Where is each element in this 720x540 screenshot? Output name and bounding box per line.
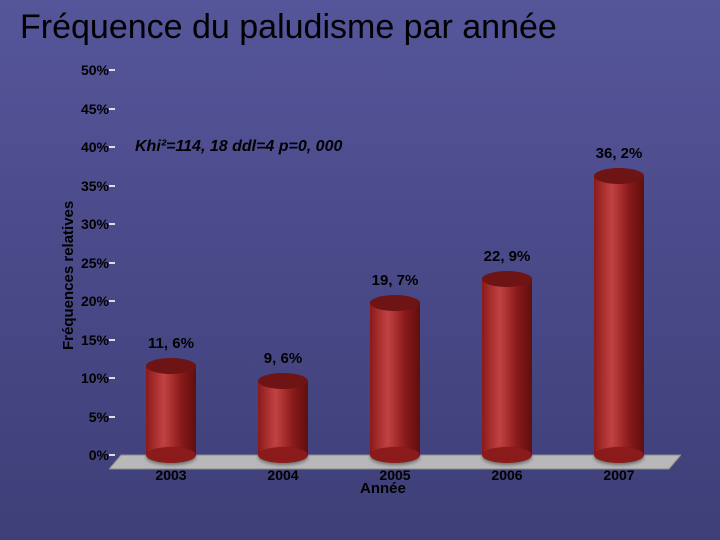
bar-base (258, 447, 308, 463)
bar-base (482, 447, 532, 463)
y-tick-label: 25% (81, 255, 109, 271)
y-tick-mark (109, 454, 115, 456)
y-tick-label: 5% (89, 409, 109, 425)
y-tick-label: 30% (81, 216, 109, 232)
y-tick-label: 0% (89, 447, 109, 463)
slide-title: Fréquence du paludisme par année (20, 8, 700, 47)
bar-body (370, 303, 420, 455)
bar-base (370, 447, 420, 463)
y-tick-mark (109, 185, 115, 187)
y-tick-mark (109, 223, 115, 225)
bar-value-label: 19, 7% (372, 272, 419, 289)
y-tick-label: 50% (81, 62, 109, 78)
bar: 9, 6% (258, 381, 308, 455)
bar-base (594, 447, 644, 463)
y-tick-mark (109, 377, 115, 379)
bar-top (146, 358, 196, 374)
bar: 36, 2% (594, 176, 644, 455)
y-tick-label: 20% (81, 293, 109, 309)
y-tick-mark (109, 262, 115, 264)
stat-annotation: Khi²=114, 18 ddl=4 p=0, 000 (135, 138, 342, 156)
bar-base (146, 447, 196, 463)
bar-body (146, 366, 196, 455)
y-tick-label: 35% (81, 178, 109, 194)
y-tick-label: 45% (81, 101, 109, 117)
y-tick-label: 40% (81, 139, 109, 155)
y-tick-mark (109, 108, 115, 110)
y-tick-mark (109, 416, 115, 418)
x-tick-label: 2006 (491, 467, 522, 483)
bar: 11, 6% (146, 366, 196, 455)
y-tick-mark (109, 146, 115, 148)
bar-value-label: 36, 2% (596, 145, 643, 162)
plot-region: 0%5%10%15%20%25%30%35%40%45%50%11, 6%200… (115, 70, 675, 455)
bar-body (258, 381, 308, 455)
bar: 19, 7% (370, 303, 420, 455)
y-tick-label: 15% (81, 332, 109, 348)
slide: Fréquence du paludisme par année Fréquen… (0, 0, 720, 540)
bar-value-label: 9, 6% (264, 350, 302, 367)
bar-body (482, 279, 532, 455)
y-tick-mark (109, 69, 115, 71)
bar: 22, 9% (482, 279, 532, 455)
x-tick-label: 2003 (155, 467, 186, 483)
x-tick-label: 2005 (379, 467, 410, 483)
bar-value-label: 11, 6% (148, 335, 194, 352)
bar-value-label: 22, 9% (484, 248, 531, 265)
bar-body (594, 176, 644, 455)
x-tick-label: 2007 (603, 467, 634, 483)
y-tick-mark (109, 339, 115, 341)
x-tick-label: 2004 (267, 467, 298, 483)
chart-area: Fréquences relatives Année 0%5%10%15%20%… (60, 60, 690, 500)
bar-top (482, 271, 532, 287)
y-axis-label: Fréquences relatives (60, 201, 77, 350)
bar-top (258, 373, 308, 389)
y-tick-mark (109, 300, 115, 302)
y-tick-label: 10% (81, 370, 109, 386)
